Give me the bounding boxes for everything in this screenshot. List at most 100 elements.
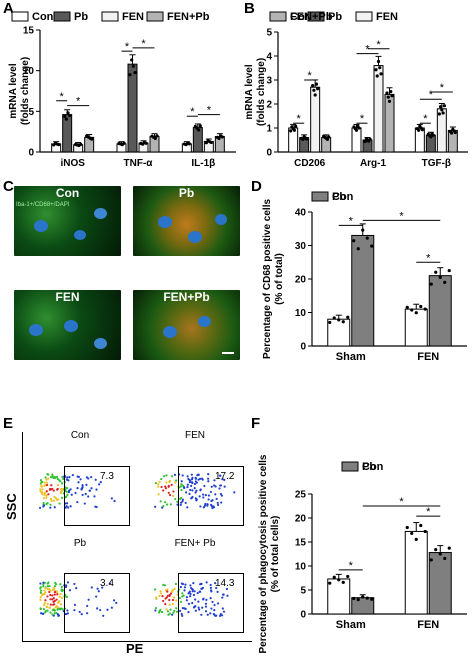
- flow-event: [40, 593, 44, 597]
- data-point: [440, 108, 444, 112]
- flow-event: [88, 489, 92, 492]
- flow-event: [175, 599, 178, 602]
- flow-event: [59, 603, 63, 606]
- flow-event: [172, 490, 175, 493]
- flow-event: [73, 582, 76, 586]
- y-tick-label: 40: [295, 208, 307, 219]
- flow-event: [165, 481, 168, 484]
- x-tick-label: FEN: [417, 351, 439, 363]
- flow-event: [47, 477, 50, 480]
- flow-event: [65, 612, 68, 616]
- bar: [404, 308, 428, 347]
- flow-event: [58, 502, 61, 505]
- data-point: [292, 128, 297, 132]
- flow-event: [87, 495, 90, 498]
- flow-event: [225, 587, 229, 591]
- bar: [414, 127, 425, 153]
- y-tick-label: 0: [266, 148, 272, 159]
- micrograph-fen-pb: FEN+Pb: [133, 290, 240, 360]
- significance-star: *: [399, 210, 404, 222]
- flow-gate-fen: [178, 466, 244, 526]
- flow-event: [47, 493, 50, 496]
- flow-event: [179, 503, 182, 506]
- significance-star: *: [297, 113, 302, 125]
- flow-event: [162, 475, 166, 478]
- significance-star: *: [349, 560, 354, 572]
- flow-event: [186, 483, 189, 486]
- legend-label: Con: [32, 11, 54, 23]
- data-point: [443, 556, 447, 561]
- flow-event: [52, 597, 55, 600]
- data-point: [63, 114, 67, 118]
- flow-event: [180, 480, 183, 483]
- flow-event: [90, 586, 93, 589]
- data-point: [361, 228, 365, 232]
- flow-event: [83, 502, 86, 505]
- flow-event: [194, 609, 197, 612]
- flow-event: [44, 599, 47, 602]
- flow-event: [97, 590, 100, 593]
- data-point: [90, 137, 94, 141]
- flow-event: [51, 473, 54, 476]
- flow-event: [205, 581, 208, 584]
- y-tick-label: 15: [295, 538, 307, 549]
- data-point: [434, 270, 438, 274]
- flow-event: [174, 497, 177, 501]
- bar: [310, 86, 321, 153]
- bar: [428, 552, 452, 615]
- data-point: [68, 113, 72, 118]
- flow-event: [49, 589, 52, 592]
- flow-event: [40, 485, 43, 488]
- flow-event: [42, 612, 45, 615]
- flow-event: [45, 496, 48, 499]
- flow-event: [211, 506, 214, 510]
- flow-event: [94, 478, 97, 481]
- legend-swatch: [307, 11, 325, 22]
- flow-event: [58, 595, 61, 598]
- flow-event: [186, 486, 189, 489]
- data-point: [314, 82, 319, 86]
- data-point: [378, 66, 382, 70]
- flow-event: [198, 608, 201, 611]
- flow-event: [204, 602, 208, 605]
- flow-event: [42, 604, 46, 607]
- flow-event: [42, 585, 45, 588]
- flow-event: [113, 500, 116, 503]
- flow-event: [73, 603, 77, 606]
- flow-event: [220, 501, 223, 504]
- flow-event: [58, 479, 61, 482]
- flow-event: [39, 596, 42, 599]
- flow-event: [51, 613, 54, 616]
- flow-event: [66, 609, 69, 612]
- significance-star: *: [190, 106, 195, 118]
- flow-event: [46, 609, 49, 612]
- flow-event: [53, 475, 56, 479]
- flow-event: [87, 598, 90, 601]
- flow-event: [216, 501, 219, 504]
- flow-event: [81, 493, 84, 497]
- data-point: [356, 247, 360, 251]
- significance-star: *: [60, 91, 65, 103]
- flow-event: [169, 503, 172, 506]
- data-point: [414, 537, 418, 541]
- flow-event: [205, 598, 208, 601]
- data-point: [289, 129, 293, 133]
- flow-event: [65, 505, 68, 508]
- flow-event: [49, 603, 52, 606]
- flow-event: [164, 487, 168, 490]
- flow-event: [102, 614, 105, 617]
- flow-event: [198, 495, 201, 498]
- flow-event: [154, 606, 158, 610]
- flow-event: [158, 610, 161, 613]
- legend-swatch: [11, 11, 29, 22]
- flow-event: [49, 503, 52, 506]
- flow-event: [207, 473, 210, 476]
- flow-event: [55, 583, 58, 586]
- flow-event: [165, 474, 168, 477]
- data-point: [365, 236, 369, 240]
- flow-event: [69, 505, 72, 508]
- flow-event: [188, 492, 191, 495]
- flow-event: [55, 598, 58, 601]
- flow-event: [192, 593, 196, 597]
- flow-event: [59, 583, 62, 586]
